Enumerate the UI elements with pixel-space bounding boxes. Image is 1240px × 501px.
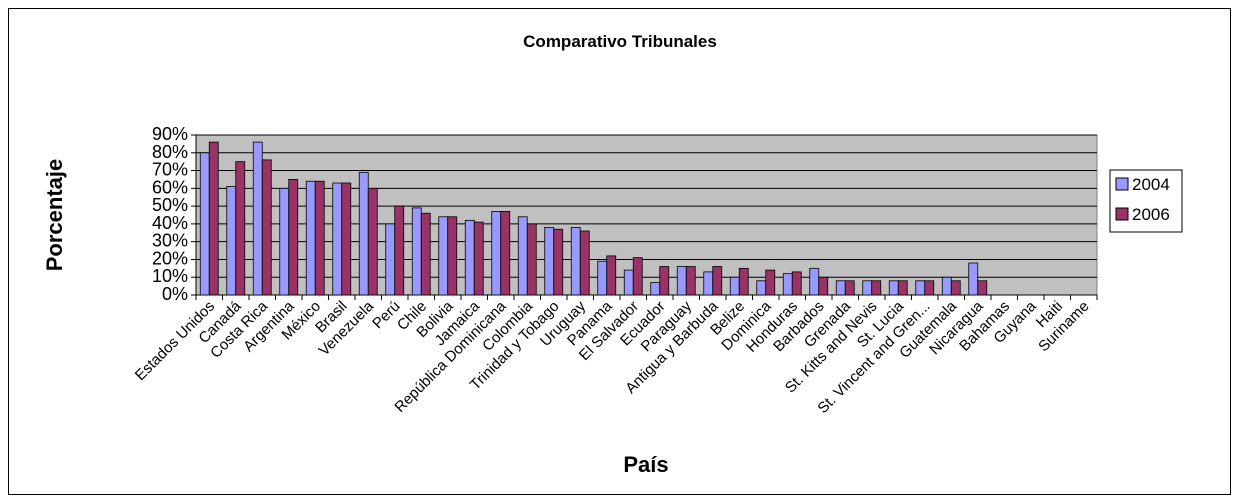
bar [261, 159, 272, 296]
bar [623, 269, 634, 296]
bar [385, 223, 396, 296]
bar [553, 228, 564, 296]
bar [729, 276, 740, 296]
y-tick-label: 10% [152, 266, 188, 286]
bar [809, 267, 820, 296]
bar [235, 161, 246, 296]
y-tick-label: 30% [152, 231, 188, 251]
bar [341, 182, 352, 296]
y-tick-label: 80% [152, 142, 188, 162]
bar [411, 207, 422, 296]
bar [597, 260, 608, 296]
bar [305, 180, 316, 296]
bar [438, 216, 449, 296]
bar [782, 273, 793, 296]
bar [491, 211, 502, 296]
legend-swatch [1115, 177, 1129, 191]
bar [394, 205, 405, 296]
bar [835, 280, 846, 296]
bar [288, 179, 299, 296]
bar [544, 227, 555, 296]
y-tick-label: 40% [152, 213, 188, 233]
bar [579, 230, 590, 296]
y-tick-label: 90% [152, 124, 188, 144]
bar [208, 141, 219, 296]
bar [941, 276, 952, 296]
bar [252, 141, 263, 296]
bar [915, 280, 926, 296]
chart-title: Comparativo Tribunales [523, 32, 717, 51]
bar [738, 267, 749, 296]
bar [712, 266, 723, 296]
bar [676, 266, 687, 296]
bar [473, 221, 484, 296]
bar [464, 219, 475, 296]
bar [420, 212, 431, 296]
bar [685, 266, 696, 296]
bar [977, 280, 988, 296]
bar [818, 276, 829, 296]
bar [500, 211, 511, 296]
bar [862, 280, 873, 296]
bar [950, 280, 961, 296]
x-axis-title: País [623, 452, 668, 477]
legend-swatch [1115, 207, 1129, 221]
bar [871, 280, 882, 296]
bar [897, 280, 908, 296]
bar [703, 271, 714, 296]
y-tick-label: 0% [162, 284, 188, 304]
bar [332, 182, 343, 296]
bar [659, 266, 670, 296]
bar [924, 280, 935, 296]
bar [632, 257, 643, 296]
bar [844, 280, 855, 296]
bar [765, 269, 776, 296]
bar [606, 255, 617, 296]
bar [199, 152, 210, 296]
bar [279, 187, 290, 296]
bar [888, 280, 899, 296]
bar [526, 223, 537, 296]
legend-label: 2006 [1132, 205, 1170, 224]
bar [968, 262, 979, 296]
bar [447, 216, 458, 296]
bar [226, 186, 237, 296]
y-tick-label: 60% [152, 177, 188, 197]
y-tick-label: 70% [152, 160, 188, 180]
bar [314, 180, 325, 296]
bar [650, 282, 661, 296]
bar [756, 280, 767, 296]
bar [570, 227, 581, 296]
y-tick-label: 50% [152, 195, 188, 215]
bar [367, 187, 378, 296]
bar [517, 216, 528, 296]
y-axis-title: Porcentaje [42, 159, 67, 272]
y-tick-label: 20% [152, 248, 188, 268]
bar [358, 171, 369, 296]
plot-area [195, 134, 1098, 296]
bar [791, 271, 802, 296]
legend-label: 2004 [1132, 175, 1170, 194]
